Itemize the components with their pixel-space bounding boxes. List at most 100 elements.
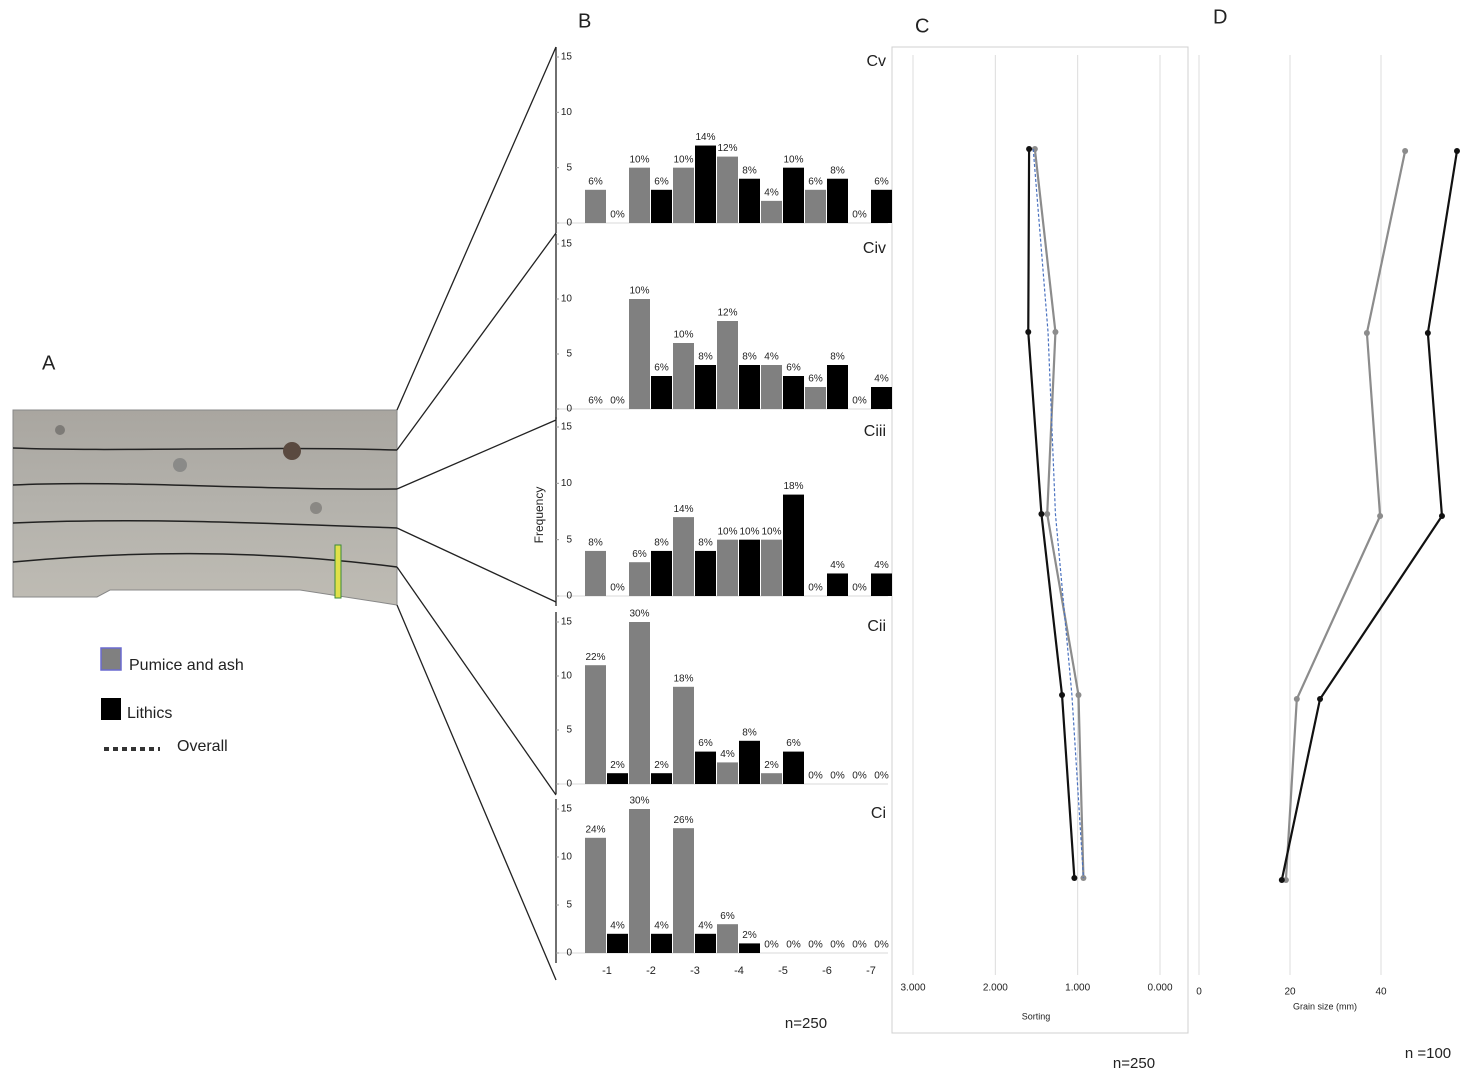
x-tick-label: -5	[778, 965, 788, 977]
value-label: 2%	[654, 760, 669, 771]
value-label: 6%	[786, 363, 801, 374]
bar	[717, 762, 738, 784]
point	[1439, 513, 1445, 519]
series-line	[1028, 149, 1074, 878]
value-label: 8%	[698, 352, 713, 363]
x-tick-label: -1	[602, 965, 612, 977]
value-label: 10%	[673, 154, 693, 165]
value-label: 0%	[852, 940, 867, 951]
bar	[761, 773, 782, 784]
panel-title: C	[915, 15, 929, 37]
value-label: 6%	[654, 176, 669, 187]
fan-line	[397, 233, 556, 450]
y-tick-label: 10	[561, 852, 573, 863]
value-label: 18%	[673, 673, 693, 684]
bar	[695, 146, 716, 223]
value-label: 10%	[629, 286, 649, 297]
point	[1026, 146, 1032, 152]
value-label: 2%	[610, 760, 625, 771]
y-axis-label: Frequency	[532, 487, 546, 544]
bar	[871, 573, 892, 596]
y-tick-label: 15	[561, 52, 573, 63]
figure: A Pumice and ash Lithics Overall Bn=2500…	[0, 0, 1467, 1075]
legend-label: Lithics	[127, 705, 172, 722]
bar	[871, 387, 892, 409]
y-tick-label: 15	[561, 617, 573, 628]
point	[1402, 148, 1408, 154]
bar	[805, 190, 826, 223]
value-label: 0%	[852, 583, 867, 594]
bar	[827, 365, 848, 409]
value-label: 2%	[742, 930, 757, 941]
bar	[695, 934, 716, 953]
panel-label: Ci	[871, 805, 886, 822]
bar	[673, 168, 694, 223]
value-label: 4%	[830, 560, 845, 571]
x-tick-label: -3	[690, 965, 700, 977]
bar	[585, 838, 606, 953]
value-label: 8%	[830, 165, 845, 176]
point	[1317, 696, 1323, 702]
value-label: 6%	[654, 363, 669, 374]
x-tick-label: 40	[1375, 987, 1387, 998]
value-label: 12%	[717, 308, 737, 319]
point	[1059, 692, 1065, 698]
value-label: 0%	[874, 771, 889, 782]
y-tick-label: 0	[566, 948, 572, 959]
bar	[585, 665, 606, 784]
fan-line	[397, 605, 556, 980]
value-label: 6%	[720, 911, 735, 922]
y-tick-label: 5	[566, 725, 572, 736]
value-label: 6%	[698, 738, 713, 749]
bar	[651, 773, 672, 784]
bar	[629, 622, 650, 784]
x-tick-label: 0.000	[1147, 983, 1172, 994]
value-label: 4%	[764, 352, 779, 363]
value-label: 8%	[588, 538, 603, 549]
bar	[827, 573, 848, 596]
y-tick-label: 0	[566, 779, 572, 790]
fan-line	[397, 567, 556, 795]
value-label: 6%	[808, 374, 823, 385]
panel-label: A	[42, 352, 56, 374]
bar	[673, 687, 694, 784]
value-label: 0%	[808, 583, 823, 594]
bar	[717, 540, 738, 596]
bar	[629, 562, 650, 596]
value-label: 0%	[786, 940, 801, 951]
bar	[761, 201, 782, 223]
point	[1294, 696, 1300, 702]
x-tick-label: 0	[1196, 987, 1202, 998]
y-tick-label: 0	[566, 218, 572, 229]
point	[1071, 875, 1077, 881]
value-label: 8%	[742, 727, 757, 738]
value-label: 4%	[654, 920, 669, 931]
bar	[607, 773, 628, 784]
value-label: 6%	[588, 396, 603, 407]
clast	[173, 458, 187, 472]
x-tick-label: -6	[822, 965, 832, 977]
legend-swatch	[101, 648, 121, 670]
bar	[673, 828, 694, 953]
point	[1025, 329, 1031, 335]
point	[1454, 148, 1460, 154]
clast	[283, 442, 301, 460]
bar	[673, 343, 694, 409]
value-label: 10%	[629, 154, 649, 165]
point	[1038, 511, 1044, 517]
bar	[651, 934, 672, 953]
value-label: 0%	[808, 940, 823, 951]
legend-label: Pumice and ash	[129, 657, 244, 674]
value-label: 6%	[632, 549, 647, 560]
bar	[673, 517, 694, 596]
value-label: 6%	[874, 176, 889, 187]
y-tick-label: 10	[561, 107, 573, 118]
y-tick-label: 5	[566, 900, 572, 911]
panel-label: Cii	[867, 618, 886, 635]
value-label: 10%	[783, 154, 803, 165]
value-label: 4%	[874, 560, 889, 571]
value-label: 4%	[874, 374, 889, 385]
legend: Pumice and ash Lithics Overall	[101, 648, 244, 755]
value-label: 0%	[874, 940, 889, 951]
y-tick-label: 0	[566, 404, 572, 415]
